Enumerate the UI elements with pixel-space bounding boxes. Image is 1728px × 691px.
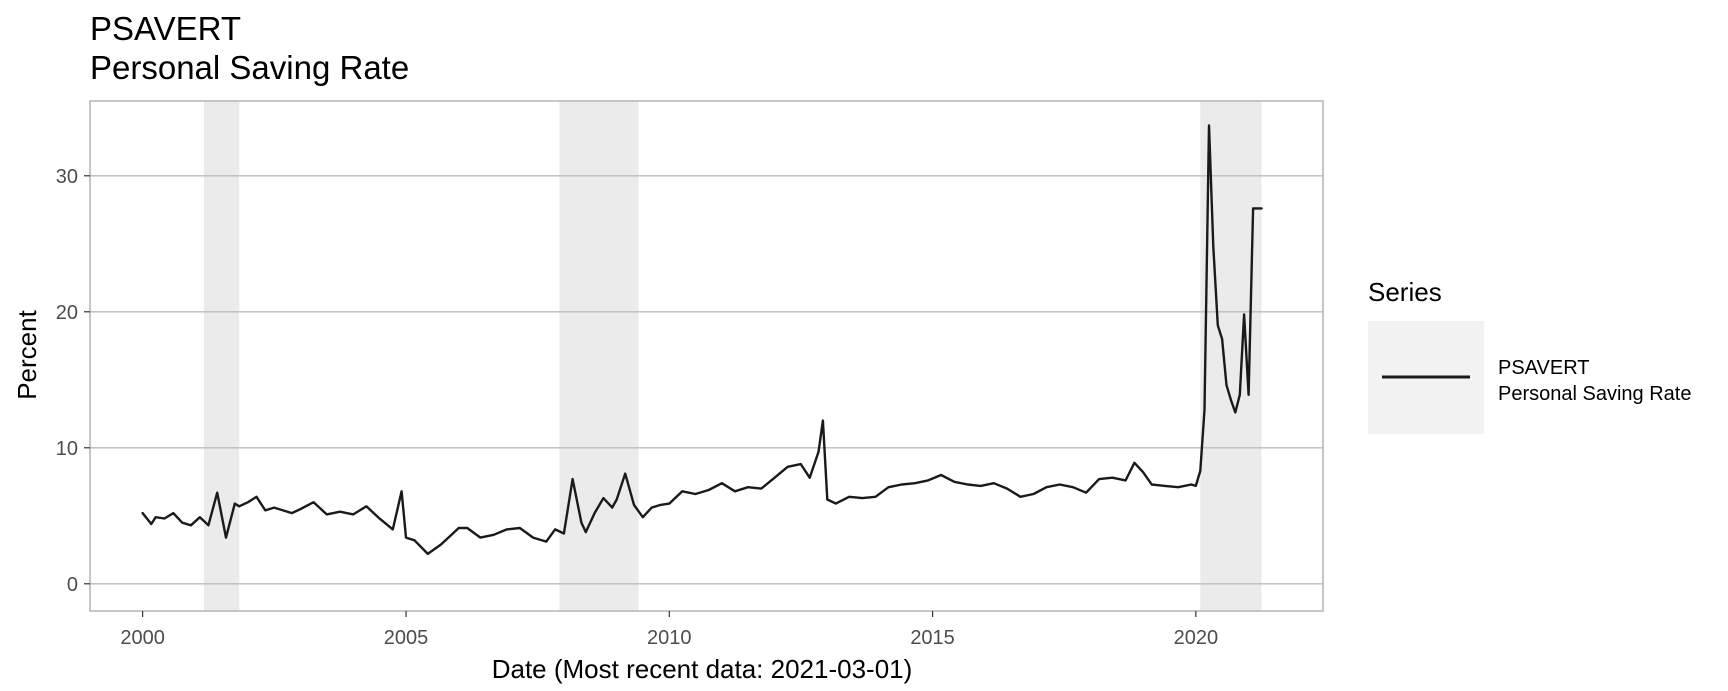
chart-title: PSAVERT xyxy=(90,10,241,47)
chart-subtitle: Personal Saving Rate xyxy=(90,49,409,86)
legend: Series PSAVERT Personal Saving Rate xyxy=(1368,277,1691,434)
data-series xyxy=(141,124,1263,556)
legend-entry-label: PSAVERT Personal Saving Rate xyxy=(1498,357,1691,405)
recession-shade xyxy=(559,101,639,611)
x-axis-ticks: 2000 2005 2010 2015 2020 xyxy=(120,611,1218,649)
gridlines xyxy=(90,175,1323,585)
y-tick-label: 0 xyxy=(67,574,78,596)
recession-shade xyxy=(203,101,240,611)
y-tick-label: 30 xyxy=(56,166,78,188)
y-axis-ticks: 0 10 20 30 xyxy=(56,166,90,596)
legend-label-line: PSAVERT xyxy=(1498,357,1590,379)
y-axis-title: Percent xyxy=(12,309,42,399)
y-tick-label: 10 xyxy=(56,438,78,460)
plot-panel-border xyxy=(89,100,1324,612)
recession-shade xyxy=(1200,101,1262,611)
x-axis-title: Date (Most recent data: 2021-03-01) xyxy=(492,654,913,684)
recession-shading xyxy=(203,101,1262,611)
legend-label-line: Personal Saving Rate xyxy=(1498,383,1691,405)
y-tick-label: 20 xyxy=(56,302,78,324)
x-tick-label: 2000 xyxy=(120,627,165,649)
legend-title: Series xyxy=(1368,277,1442,307)
x-tick-label: 2020 xyxy=(1174,627,1219,649)
x-tick-label: 2005 xyxy=(384,627,429,649)
x-tick-label: 2010 xyxy=(647,627,692,649)
series-line-psavert xyxy=(141,124,1263,556)
x-tick-label: 2015 xyxy=(910,627,955,649)
